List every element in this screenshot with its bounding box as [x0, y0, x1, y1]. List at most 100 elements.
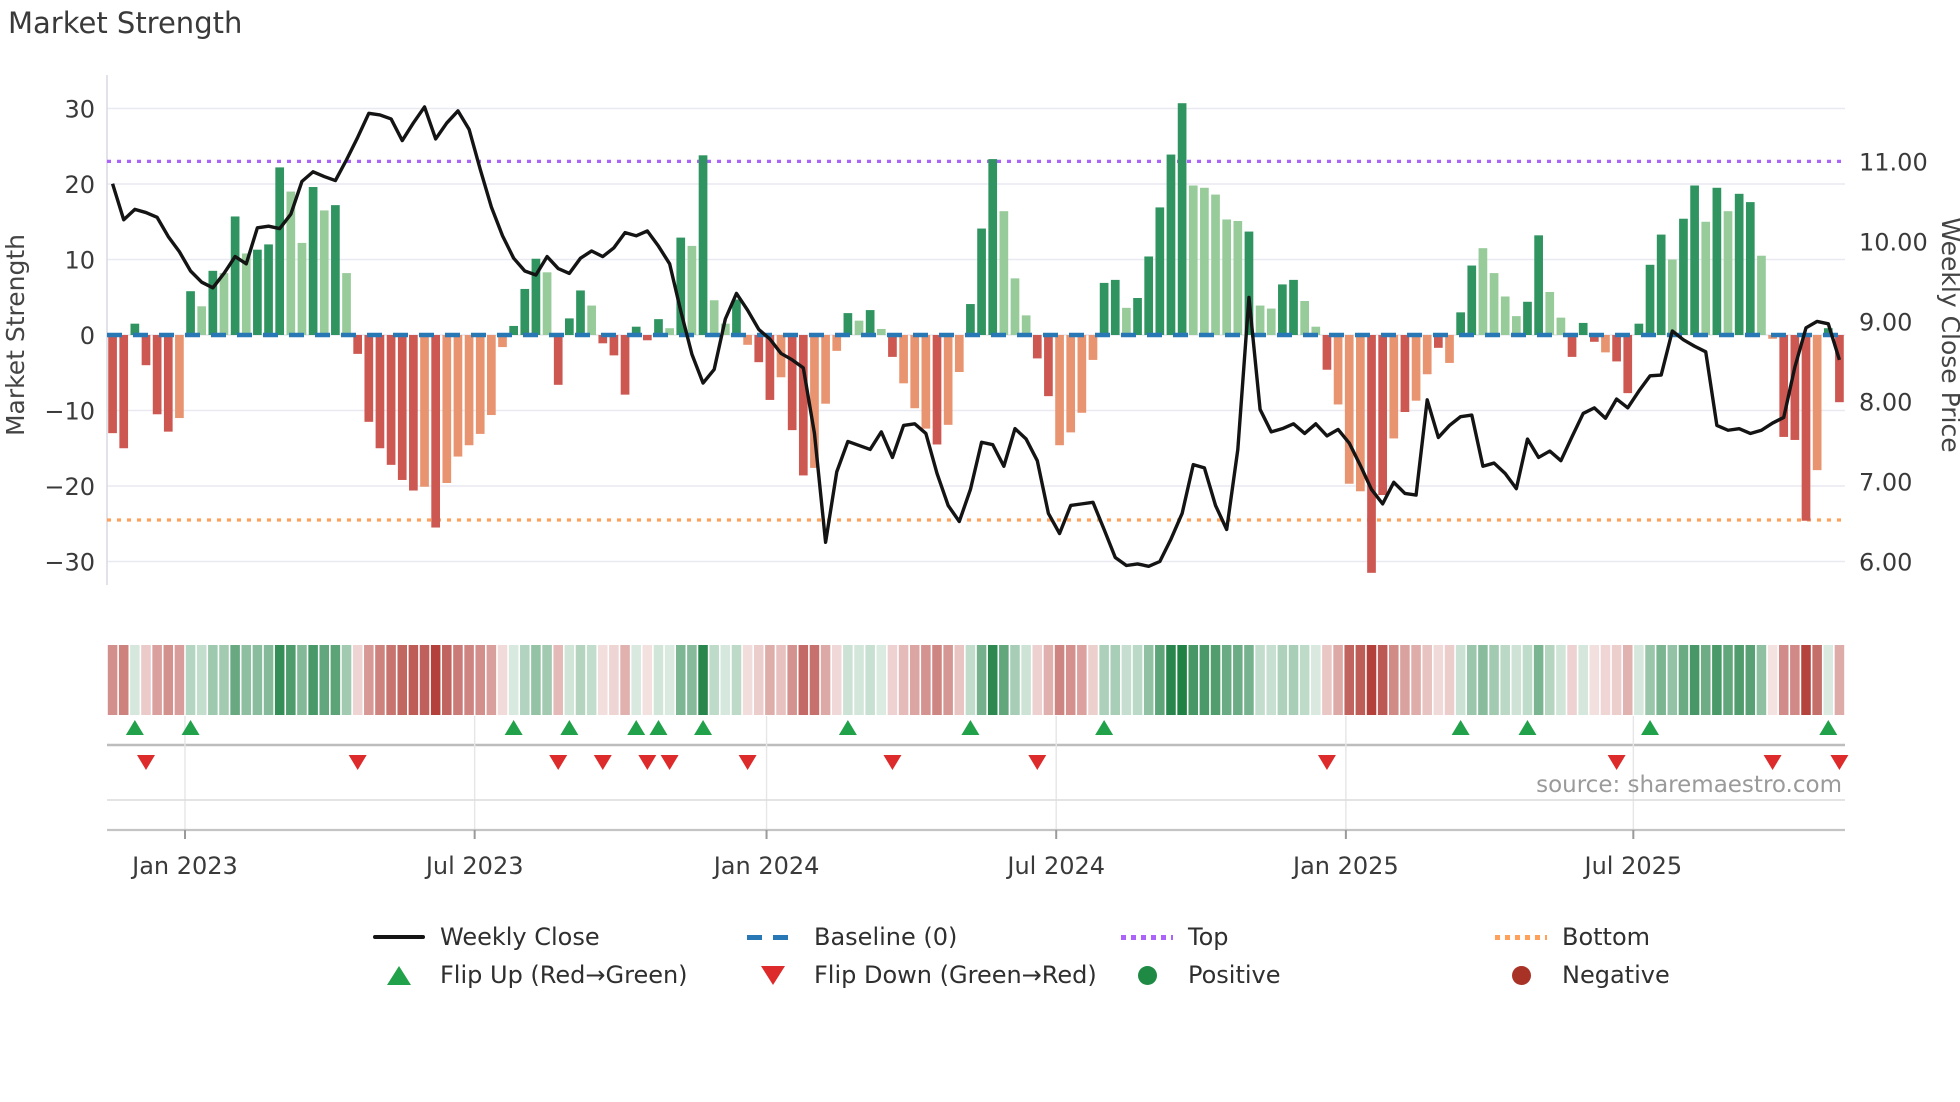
strength-bar: [1211, 194, 1220, 335]
heatmap-cell: [1556, 645, 1566, 715]
strength-bar: [1378, 335, 1387, 496]
strength-bar: [676, 237, 686, 335]
heatmap-cell: [1834, 645, 1845, 715]
strength-bar: [1801, 335, 1811, 521]
heatmap-cell: [330, 645, 341, 715]
heatmap-cell: [1645, 645, 1655, 715]
flip-down-marker: [1763, 755, 1782, 770]
heatmap-cell: [1233, 645, 1243, 715]
heatmap-cell: [1333, 645, 1343, 715]
strength-bar: [921, 335, 931, 429]
heatmap-cell: [598, 645, 608, 715]
heatmap-cell: [274, 645, 285, 715]
strength-bar: [743, 335, 752, 345]
heatmap-cell: [831, 645, 842, 715]
heatmap-cell: [464, 645, 474, 715]
heatmap-cell: [1054, 645, 1065, 715]
flip-down-marker: [660, 755, 679, 770]
heatmap-cell: [196, 645, 207, 715]
heatmap-cell: [687, 645, 697, 715]
legend-item-baseline[interactable]: Baseline (0): [742, 922, 957, 952]
heatmap-cell: [341, 645, 352, 715]
strength-bar: [1578, 322, 1588, 335]
strength-bar: [230, 216, 240, 335]
negative-dot-icon: [1490, 965, 1552, 985]
strength-bar: [1612, 335, 1621, 362]
strength-bar: [954, 335, 964, 372]
legend-label: Baseline (0): [814, 923, 958, 951]
heatmap-cell: [1077, 645, 1087, 715]
heatmap-cell: [1700, 645, 1711, 715]
x-tick-label: Jan 2025: [1291, 852, 1399, 880]
heatmap-cell: [1511, 645, 1522, 715]
strength-bar: [141, 335, 151, 366]
heatmap-cell: [1723, 645, 1733, 715]
legend-item-positive[interactable]: Positive: [1116, 960, 1281, 990]
heatmap-cell: [1667, 645, 1678, 715]
heatmap-cell: [1143, 645, 1154, 715]
strength-bar: [988, 159, 998, 335]
strength-bar: [1311, 326, 1321, 335]
heatmap-cell: [1478, 645, 1488, 715]
legend-item-flip-up[interactable]: Flip Up (Red→Green): [368, 960, 688, 990]
heatmap-cell: [999, 645, 1009, 715]
strength-bar: [442, 335, 452, 483]
legend-item-top[interactable]: Top: [1116, 922, 1229, 952]
heatmap-cell: [1467, 645, 1477, 715]
strength-bar: [1601, 335, 1610, 353]
flip-up-marker: [627, 720, 646, 735]
flip-down-marker: [1028, 755, 1047, 770]
strength-bar: [787, 335, 797, 431]
heatmap-cell: [475, 645, 485, 715]
heatmap-cell: [753, 645, 764, 715]
strength-bar: [821, 335, 830, 404]
left-tick-label: −10: [44, 398, 95, 426]
strength-bar: [1623, 335, 1633, 394]
flip-down-marker: [738, 755, 757, 770]
legend-item-bottom[interactable]: Bottom: [1490, 922, 1650, 952]
strength-bar: [854, 320, 864, 335]
strength-bar: [531, 258, 541, 335]
left-tick-label: 30: [64, 96, 95, 124]
left-tick-label: 0: [80, 322, 95, 350]
heatmap-cell: [141, 645, 151, 715]
heatmap-cell: [408, 645, 419, 715]
heatmap-cell: [286, 645, 296, 715]
flip-up-triangle-icon: [368, 965, 430, 985]
heatmap-cell: [308, 645, 318, 715]
strength-bar: [1166, 154, 1176, 335]
heatmap-cell: [1043, 645, 1054, 715]
heatmap-cell: [1389, 645, 1399, 715]
strength-bar: [1534, 235, 1543, 335]
heatmap-cell: [319, 645, 330, 715]
heatmap-cell: [1400, 645, 1410, 715]
strength-bar: [1411, 335, 1421, 401]
strength-bar: [631, 326, 641, 335]
heatmap-cell: [876, 645, 887, 715]
heatmap-cell: [508, 645, 519, 715]
heatmap-cell: [1689, 645, 1700, 715]
heatmap-cell: [1500, 645, 1510, 715]
strength-bar: [565, 318, 574, 335]
strength-bar: [754, 335, 764, 363]
strength-bar: [1122, 307, 1131, 335]
heatmap-cell: [486, 645, 497, 715]
strength-bar: [1055, 335, 1064, 446]
heatmap-cell: [776, 645, 786, 715]
legend-item-negative[interactable]: Negative: [1490, 960, 1670, 990]
strength-bar: [832, 335, 842, 351]
strength-bar: [1021, 315, 1031, 335]
heatmap-cell: [107, 645, 118, 715]
strength-bar: [1289, 279, 1298, 335]
heatmap-cell: [1255, 645, 1265, 715]
flip-up-marker: [560, 720, 579, 735]
strength-bar: [765, 335, 775, 400]
heatmap-cell: [1099, 645, 1109, 715]
heatmap-cell: [575, 645, 586, 715]
legend-item-flip-down[interactable]: Flip Down (Green→Red): [742, 960, 1097, 990]
legend-item-weekly-close[interactable]: Weekly Close: [368, 922, 600, 952]
heatmap-cell: [230, 645, 240, 715]
strength-bar: [342, 273, 351, 335]
strength-bar: [1266, 308, 1276, 335]
strength-bar: [509, 325, 518, 335]
